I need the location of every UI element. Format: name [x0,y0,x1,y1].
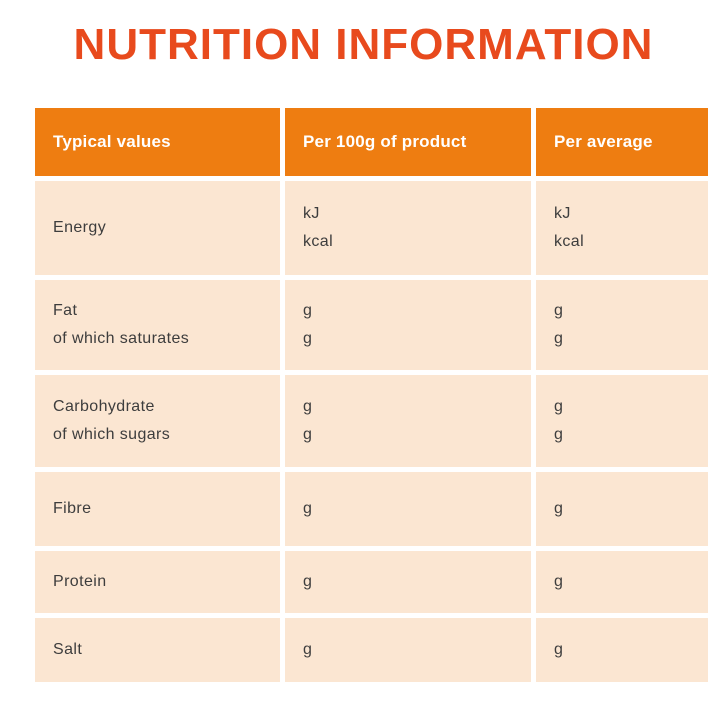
row-fat-per100g: g g [285,280,531,370]
row-energy-label-line: Energy [53,219,107,236]
value-line: g [303,573,313,590]
value-line: kJ [303,205,320,222]
value-line: g [303,398,313,415]
row-carbohydrate-per-average: g g [536,375,708,467]
row-fat-sublabel-line: of which saturates [53,330,190,347]
row-energy-per-average: kJ kcal [536,181,708,275]
value-line: kJ [554,205,571,222]
row-protein-label-line: Protein [53,573,107,590]
value-line: g [303,500,313,517]
page-title: NUTRITION INFORMATION [73,20,654,69]
value-line: g [303,426,313,443]
header-per-100g: Per 100g of product [285,108,531,176]
value-line: kcal [303,233,334,250]
header-per-average: Per average [536,108,708,176]
row-carbohydrate-label: Carbohydrate of which sugars [35,375,280,467]
row-fibre-label-line: Fibre [53,500,92,517]
value-line: g [303,302,313,319]
value-line: g [303,330,313,347]
row-carbohydrate-sublabel-line: of which sugars [53,426,171,443]
row-fat-label: Fat of which saturates [35,280,280,370]
row-fat-label-line: Fat [53,302,78,319]
value-line: g [554,573,564,590]
value-line: kcal [554,233,585,250]
row-protein-per-average: g [536,551,708,613]
row-salt-label: Salt [35,618,280,682]
row-fibre-label: Fibre [35,472,280,546]
row-salt-label-line: Salt [53,641,83,658]
value-line: g [554,302,564,319]
value-line: g [554,641,564,658]
row-fat-per-average: g g [536,280,708,370]
row-fibre-per100g: g [285,472,531,546]
row-energy-label: Energy [35,181,280,275]
row-salt-per-average: g [536,618,708,682]
value-line: g [554,398,564,415]
row-carbohydrate-per100g: g g [285,375,531,467]
value-line: g [554,426,564,443]
nutrition-table: Typical values Per 100g of product Per a… [35,108,712,682]
row-protein-label: Protein [35,551,280,613]
value-line: g [554,500,564,517]
value-line: g [554,330,564,347]
row-energy-per100g: kJ kcal [285,181,531,275]
row-salt-per100g: g [285,618,531,682]
value-line: g [303,641,313,658]
row-fibre-per-average: g [536,472,708,546]
row-carbohydrate-label-line: Carbohydrate [53,398,155,415]
header-typical-values: Typical values [35,108,280,176]
row-protein-per100g: g [285,551,531,613]
